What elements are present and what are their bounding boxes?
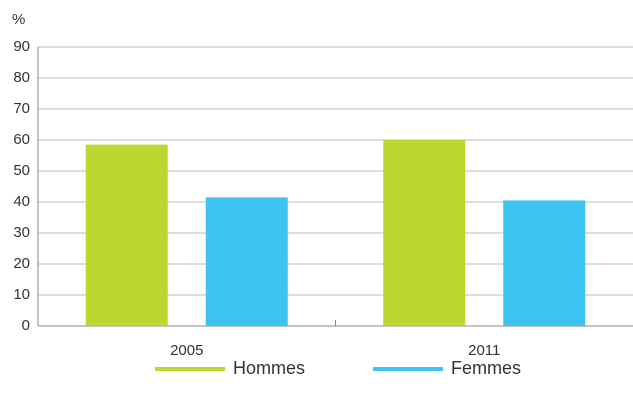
y-tick-label: 30 [13, 224, 30, 241]
bar [85, 144, 168, 326]
y-axis-label: % [12, 11, 25, 28]
y-tick-label: 10 [13, 286, 30, 303]
legend: Hommes Femmes [155, 358, 521, 378]
x-tick-label: 2005 [170, 342, 203, 359]
bar [503, 200, 586, 326]
bar [205, 197, 288, 326]
y-tick-label: 0 [22, 317, 30, 334]
y-tick-label: 60 [13, 131, 30, 148]
legend-label: Hommes [233, 358, 305, 378]
y-tick-label: 50 [13, 162, 30, 179]
legend-label: Femmes [451, 358, 521, 378]
y-tick-label: 40 [13, 193, 30, 210]
y-tick-label: 70 [13, 100, 30, 117]
y-tick-label: 20 [13, 255, 30, 272]
bar [383, 140, 466, 326]
y-tick-label: 80 [13, 69, 30, 86]
x-tick-label: 2011 [468, 342, 500, 359]
y-tick-label: 90 [13, 38, 30, 55]
